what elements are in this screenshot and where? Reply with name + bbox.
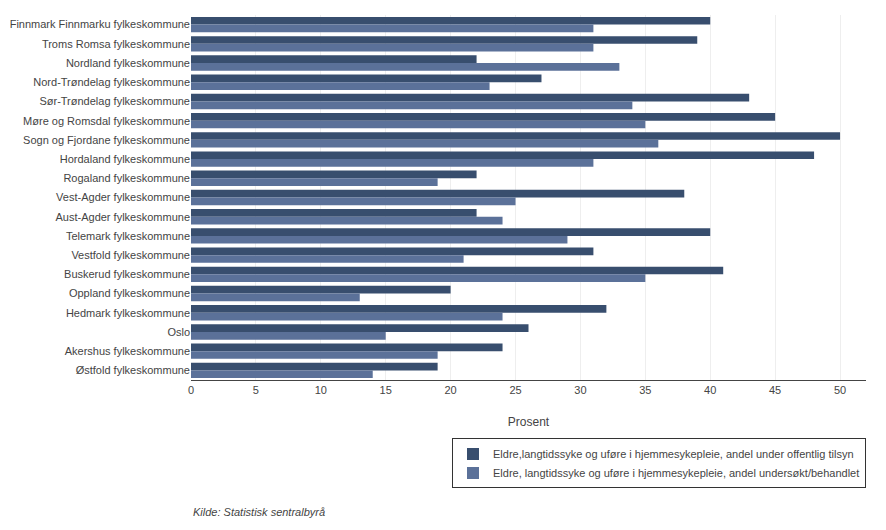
svg-text:Troms Romsa fylkeskommune: Troms Romsa fylkeskommune: [42, 38, 190, 50]
svg-text:Møre og Romsdal fylkeskommune: Møre og Romsdal fylkeskommune: [23, 115, 190, 127]
svg-text:Finnmark Finnmarku fylkeskommu: Finnmark Finnmarku fylkeskommune: [10, 18, 190, 30]
svg-text:Oslo: Oslo: [167, 326, 190, 338]
svg-text:Buskerud fylkeskommune: Buskerud fylkeskommune: [64, 268, 190, 280]
svg-text:Telemark fylkeskommune: Telemark fylkeskommune: [66, 230, 190, 242]
svg-text:Eldre,langtidssyke og uføre i: Eldre,langtidssyke og uføre i hjemmesyke…: [493, 448, 854, 460]
svg-text:Sogn og Fjordane fylkeskommune: Sogn og Fjordane fylkeskommune: [23, 134, 190, 146]
svg-text:Sør-Trøndelag fylkeskommune: Sør-Trøndelag fylkeskommune: [39, 95, 190, 107]
svg-text:45: 45: [769, 384, 781, 396]
svg-text:Aust-Agder fylkeskommune: Aust-Agder fylkeskommune: [56, 211, 191, 223]
svg-text:Eldre, langtidssyke og uføre i: Eldre, langtidssyke og uføre i hjemmesyk…: [493, 467, 859, 479]
svg-text:Akershus fylkeskommune: Akershus fylkeskommune: [65, 345, 190, 357]
svg-text:Kilde: Statistisk sentralbyrå: Kilde: Statistisk sentralbyrå: [193, 506, 325, 518]
svg-text:5: 5: [253, 384, 259, 396]
svg-text:Vestfold fylkeskommune: Vestfold fylkeskommune: [71, 249, 190, 261]
svg-text:40: 40: [704, 384, 716, 396]
svg-text:Oppland fylkeskommune: Oppland fylkeskommune: [69, 287, 190, 299]
svg-text:35: 35: [639, 384, 651, 396]
svg-text:Østfold fylkeskommune: Østfold fylkeskommune: [76, 364, 190, 376]
svg-text:30: 30: [574, 384, 586, 396]
svg-text:20: 20: [444, 384, 456, 396]
svg-text:Hordaland fylkeskommune: Hordaland fylkeskommune: [60, 153, 190, 165]
svg-text:Hedmark fylkeskommune: Hedmark fylkeskommune: [66, 307, 190, 319]
svg-text:0: 0: [188, 384, 194, 396]
svg-text:Nord-Trøndelag fylkeskommune: Nord-Trøndelag fylkeskommune: [33, 76, 190, 88]
svg-text:Nordland fylkeskommune: Nordland fylkeskommune: [66, 57, 190, 69]
svg-text:Prosent: Prosent: [508, 415, 550, 429]
svg-text:15: 15: [380, 384, 392, 396]
svg-text:10: 10: [315, 384, 327, 396]
svg-text:Vest-Agder fylkeskommune: Vest-Agder fylkeskommune: [56, 191, 190, 203]
svg-text:25: 25: [509, 384, 521, 396]
svg-text:50: 50: [834, 384, 846, 396]
svg-text:Rogaland fylkeskommune: Rogaland fylkeskommune: [63, 172, 190, 184]
